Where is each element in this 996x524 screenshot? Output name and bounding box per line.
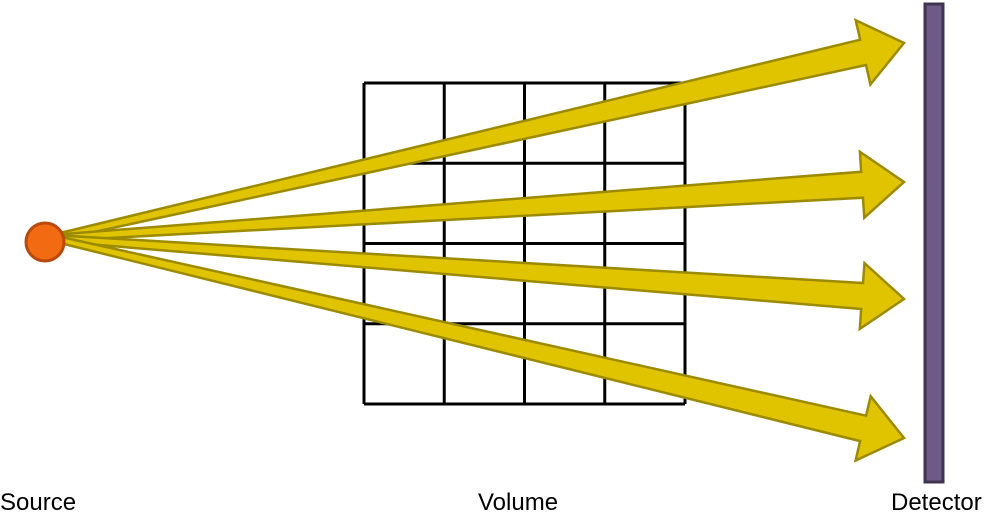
source-point — [24, 221, 66, 263]
ray-arrow-4 — [49, 233, 906, 463]
ray-arrow-3 — [50, 233, 907, 332]
source-label: Source — [0, 489, 77, 516]
ray-arrow-1 — [49, 17, 906, 243]
rays — [49, 17, 907, 463]
detector-label: Detector — [891, 489, 982, 516]
detector-bar — [923, 2, 945, 484]
ray-arrow-2 — [50, 149, 907, 243]
volume-label: Volume — [478, 489, 559, 516]
